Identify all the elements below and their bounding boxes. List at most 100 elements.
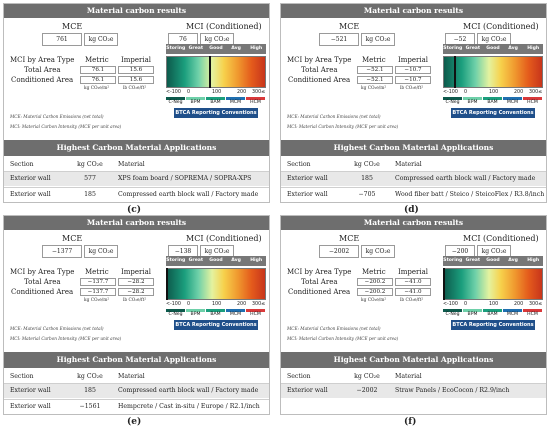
table-row: Exterior wall 185 Compressed earth block w…: [281, 171, 546, 186]
mci-gradient-bar: [443, 56, 543, 88]
row-material: XPS foam board / SOPREMA / SOPRA-XPS: [118, 175, 252, 182]
legend-swatch: [166, 97, 185, 100]
col-kg-co2e: kg CO₂e: [354, 373, 380, 380]
row-kg-co2e: 185: [84, 191, 96, 198]
col-section: Section: [287, 161, 311, 168]
scale-tick-label: 200: [514, 90, 524, 95]
legend-category-mcm: MCM: [503, 309, 522, 318]
legend-tab-good: Good: [206, 256, 226, 266]
metric-unit: kg CO₂e/m²: [361, 298, 387, 303]
mce-definition-note: MCE: Material Carbon Emissions (net tota…: [10, 326, 104, 331]
col-section: Section: [10, 161, 34, 168]
legend-tab-good: Good: [483, 256, 503, 266]
total-area-label: Total Area: [301, 278, 338, 286]
legend-category-label: C-Neg: [168, 100, 183, 105]
scale-tick-label: 200: [237, 90, 247, 95]
scale-tick-label: 0: [187, 302, 191, 307]
mci-definition-note: MCI: Material Carbon Intensity (MCE per …: [287, 124, 399, 129]
legend-swatch: [246, 97, 265, 100]
legend-category-hcm: HCM: [523, 309, 542, 318]
legend-category-label: MCM: [506, 312, 519, 317]
mci-gradient-bar: [166, 268, 266, 300]
scale-tick-label: 0: [464, 302, 468, 307]
legend-category-hcm: HCM: [246, 309, 265, 318]
legend-swatch: [523, 97, 542, 100]
mce-value: 761: [42, 33, 82, 46]
legend-category-label: C-Neg: [168, 312, 183, 317]
legend-category-c-neg: C-Neg: [166, 309, 185, 318]
legend-swatch: [226, 97, 245, 100]
legend-swatch: [503, 309, 522, 312]
mci-scale-legend: Storing Great Good Avg High <-100 0 100 200 300≤ C…: [166, 256, 266, 356]
mce-definition-note: MCE: Material Carbon Emissions (net tota…: [10, 114, 104, 119]
legend-swatch: [483, 309, 502, 312]
metric-unit: kg CO₂e/m²: [84, 298, 110, 303]
legend-tab-good: Good: [206, 44, 226, 54]
legend-tab-great: Great: [463, 44, 483, 54]
metric-unit: kg CO₂e/m²: [361, 86, 387, 91]
row-kg-co2e: −1561: [79, 403, 101, 410]
btca-conventions-badge: BTCA Reporting Conventions: [451, 320, 535, 330]
legend-tab-storing: Storing: [166, 44, 186, 54]
total-area-metric: −137.7: [80, 278, 116, 286]
total-area-label: Total Area: [301, 66, 338, 74]
table-row: Exterior wall −1561 Hempcrete / Cast in-si…: [4, 399, 269, 414]
legend-tab-avg: Avg: [226, 44, 246, 54]
table-header-row: Section kg CO₂e Material: [281, 158, 546, 170]
mci-scale-legend: Storing Great Good Avg High <-100 0 100 200 300≤ C…: [443, 44, 543, 144]
conditioned-area-metric: 76.1: [80, 76, 116, 84]
imperial-header: Imperial: [398, 56, 429, 64]
total-area-label: Total Area: [24, 66, 61, 74]
legend-category-label: BAM: [487, 312, 498, 317]
row-material: Hempcrete / Cast in-situ / Europe / R2.1…: [118, 403, 260, 410]
mce-label: MCE: [62, 22, 83, 31]
legend-category-mcm: MCM: [503, 97, 522, 106]
col-material: Material: [118, 161, 145, 168]
conditioned-area-metric: −52.1: [357, 76, 393, 84]
legend-tab-avg: Avg: [503, 256, 523, 266]
mci-marker: [454, 56, 456, 88]
panel-header: Material carbon results: [4, 4, 269, 18]
mce-value: −521: [319, 33, 359, 46]
conditioned-area-imperial: −10.7: [395, 76, 431, 84]
table-header-row: Section kg CO₂e Material: [4, 158, 269, 170]
legend-tab-great: Great: [186, 44, 206, 54]
table-row: Exterior wall −2002 Straw Panels / EcoCoco…: [281, 383, 546, 398]
mci-by-area-label: MCI by Area Type: [287, 56, 352, 64]
scale-tick-label: <-100: [443, 90, 458, 95]
row-section: Exterior wall: [10, 387, 51, 394]
conditioned-area-imperial: 15.6: [118, 76, 154, 84]
legend-swatch: [206, 97, 225, 100]
imperial-header: Imperial: [398, 268, 429, 276]
legend-tab-great: Great: [463, 256, 483, 266]
legend-swatch: [226, 309, 245, 312]
conditioned-area-metric: −137.7: [80, 288, 116, 296]
total-area-metric: −52.1: [357, 66, 393, 74]
imperial-header: Imperial: [121, 268, 152, 276]
col-kg-co2e: kg CO₂e: [77, 373, 103, 380]
legend-category-hcm: HCM: [246, 97, 265, 106]
conditioned-area-metric: −200.2: [357, 288, 393, 296]
col-material: Material: [395, 373, 422, 380]
row-section: Exterior wall: [10, 175, 51, 182]
row-kg-co2e: 185: [84, 387, 96, 394]
legend-category-bam: BAM: [483, 97, 502, 106]
total-area-imperial: −10.7: [395, 66, 431, 74]
table-header-row: Section kg CO₂e Material: [4, 370, 269, 382]
highest-carbon-header: Highest Carbon Material Applications: [281, 352, 546, 368]
metric-unit: kg CO₂e/m²: [84, 86, 110, 91]
scale-tick-label: <-100: [166, 90, 181, 95]
row-material: Wood fiber batt / Steico / SteicoFlex / …: [395, 191, 545, 198]
mce-value: −1377: [42, 245, 82, 258]
col-kg-co2e: kg CO₂e: [354, 161, 380, 168]
conditioned-area-label: Conditioned Area: [11, 288, 74, 296]
row-kg-co2e: 577: [84, 175, 96, 182]
mci-by-area-label: MCI by Area Type: [287, 268, 352, 276]
btca-conventions-badge: BTCA Reporting Conventions: [451, 108, 535, 118]
legend-category-label: HCM: [527, 312, 538, 317]
mci-gradient-bar: [166, 56, 266, 88]
highest-carbon-header: Highest Carbon Material Applications: [4, 352, 269, 368]
legend-category-c-neg: C-Neg: [443, 309, 462, 318]
legend-swatch: [166, 309, 185, 312]
total-area-imperial: −28.2: [118, 278, 154, 286]
